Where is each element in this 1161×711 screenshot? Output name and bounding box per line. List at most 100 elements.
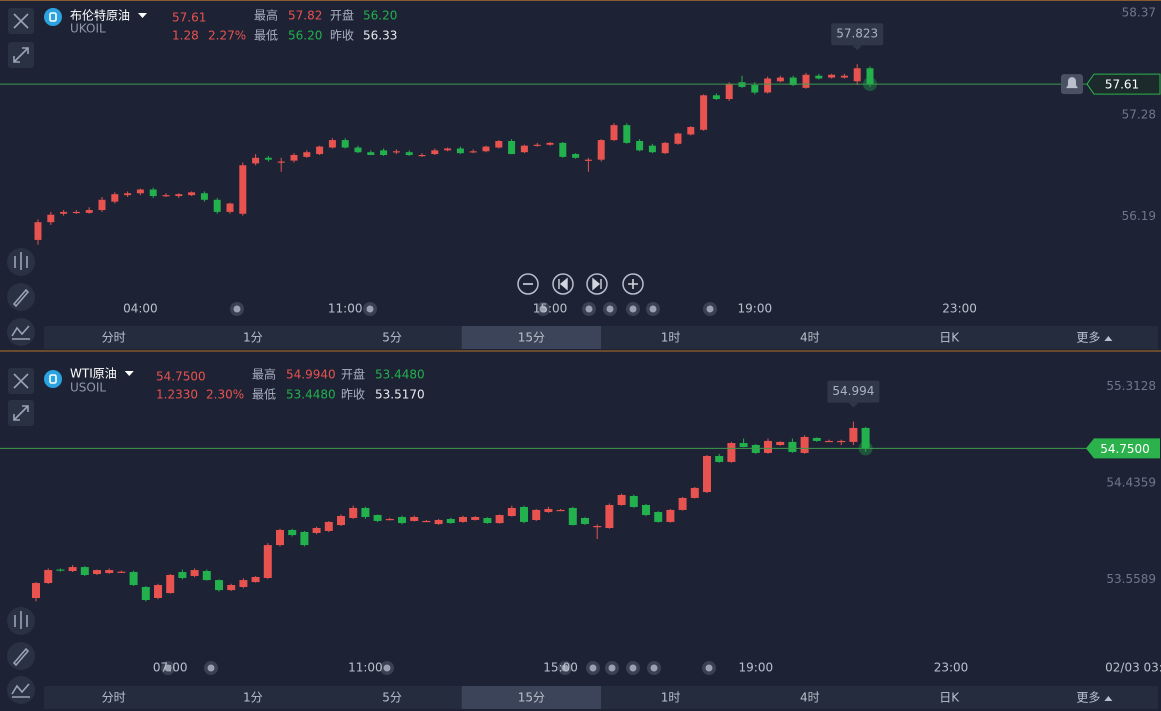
candle-body bbox=[739, 443, 748, 447]
candle-body bbox=[264, 157, 272, 160]
candle-body bbox=[263, 545, 272, 578]
timeframe-tab[interactable]: 1时 bbox=[661, 331, 681, 345]
timeframe-tab[interactable]: 5分 bbox=[382, 691, 402, 705]
candle-body bbox=[141, 586, 150, 600]
candle-body bbox=[85, 210, 93, 213]
stat-label: 最低 bbox=[254, 29, 278, 43]
candle-body bbox=[354, 147, 362, 153]
candle-body bbox=[508, 141, 516, 155]
y-tick-label: 54.4359 bbox=[1106, 475, 1156, 489]
candle-body bbox=[72, 211, 80, 214]
candle-body bbox=[666, 509, 675, 522]
candle-body bbox=[572, 154, 580, 158]
timeframe-selected bbox=[461, 326, 601, 349]
timeframe-tab[interactable]: 15分 bbox=[518, 331, 545, 345]
candle-body bbox=[367, 152, 375, 156]
scroll-end-icon bbox=[592, 277, 602, 291]
candle-body bbox=[324, 521, 333, 531]
candle-body bbox=[610, 125, 618, 141]
candle-body bbox=[605, 504, 614, 529]
event-marker-dot bbox=[649, 305, 657, 313]
timeframe-tab[interactable]: 1分 bbox=[243, 331, 263, 345]
event-marker-dot bbox=[539, 305, 547, 313]
candle-body bbox=[853, 68, 861, 82]
scroll-start[interactable] bbox=[552, 273, 574, 295]
candle-body bbox=[642, 504, 650, 516]
x-tick-label: 04:00 bbox=[123, 302, 158, 316]
candle-body bbox=[703, 456, 711, 493]
candle-body bbox=[349, 507, 358, 518]
candle-body bbox=[129, 572, 138, 586]
scroll-end[interactable] bbox=[586, 273, 608, 295]
candle-body bbox=[80, 567, 89, 575]
candle-body bbox=[56, 569, 65, 571]
x-tick-label: 23:00 bbox=[934, 661, 969, 675]
candle-body bbox=[154, 585, 162, 599]
candle-body bbox=[239, 165, 247, 214]
timeframe-tab[interactable]: 分时 bbox=[102, 691, 126, 705]
change: 1.2330 bbox=[156, 388, 198, 402]
candle-body bbox=[117, 571, 126, 573]
candle-body bbox=[584, 159, 592, 161]
zoom-in[interactable] bbox=[622, 273, 644, 295]
timeframe-tab[interactable]: 更多 bbox=[1076, 331, 1100, 345]
candle-body bbox=[188, 192, 196, 196]
timeframe-tab[interactable]: 1时 bbox=[661, 691, 681, 705]
change-pct: 2.27% bbox=[208, 29, 246, 43]
timeframe-tab[interactable]: 日K bbox=[939, 331, 960, 345]
candle-body bbox=[559, 142, 567, 157]
timeframe-tab[interactable]: 4时 bbox=[800, 691, 820, 705]
timeframe-tab[interactable]: 15分 bbox=[518, 691, 545, 705]
candle-body bbox=[764, 78, 772, 93]
candle-body bbox=[581, 517, 589, 525]
event-marker-dot bbox=[608, 664, 616, 672]
timeframe-tab[interactable]: 1分 bbox=[243, 691, 263, 705]
candle-body bbox=[544, 508, 553, 513]
symbol-code: UKOIL bbox=[70, 22, 106, 36]
candle-body bbox=[764, 440, 772, 453]
candle-body bbox=[629, 495, 638, 507]
zoom-out[interactable] bbox=[517, 273, 539, 295]
symbol-icon bbox=[44, 8, 62, 26]
timeframe-selected bbox=[461, 686, 601, 709]
symbol-dropdown[interactable] bbox=[138, 13, 148, 18]
candle-body bbox=[32, 583, 40, 599]
timeframe-tab[interactable]: 5分 bbox=[382, 331, 402, 345]
candle-body bbox=[495, 141, 503, 148]
candle-body bbox=[227, 585, 236, 591]
candle-body bbox=[828, 74, 836, 78]
high-tooltip-arrow bbox=[852, 45, 863, 51]
candle-body bbox=[276, 529, 284, 546]
high-tooltip bbox=[831, 23, 884, 46]
symbol-dropdown[interactable] bbox=[124, 371, 134, 376]
event-marker-dot bbox=[589, 664, 597, 672]
timeframe-tab[interactable]: 分时 bbox=[102, 331, 126, 345]
timeframe-tab[interactable]: 日K bbox=[939, 691, 960, 705]
candle-body bbox=[98, 199, 106, 211]
candle-body bbox=[483, 517, 492, 524]
candle-body bbox=[495, 515, 504, 524]
x-tick-label: 07:00 bbox=[153, 661, 188, 675]
y-tick-label: 58.37 bbox=[1122, 6, 1156, 20]
candle-body bbox=[47, 214, 55, 223]
candle-body bbox=[456, 148, 464, 154]
timeframe-tab[interactable]: 更多 bbox=[1076, 691, 1100, 705]
candle-body bbox=[617, 494, 626, 505]
stat-value: 53.4480 bbox=[286, 388, 336, 402]
candle-body bbox=[410, 516, 419, 521]
draw-icon bbox=[12, 288, 30, 308]
candle-body bbox=[328, 140, 336, 148]
expand-icon bbox=[13, 405, 29, 421]
candle-body bbox=[471, 516, 480, 520]
zoom-in-icon bbox=[628, 279, 638, 289]
price-glow bbox=[863, 77, 877, 92]
stat-label: 最高 bbox=[254, 8, 278, 23]
candle-body bbox=[200, 193, 208, 200]
y-tick-label: 55.3128 bbox=[1106, 379, 1156, 393]
candle-body bbox=[825, 440, 833, 443]
high-label: 54.994 bbox=[832, 384, 874, 398]
timeframe-tab[interactable]: 4时 bbox=[800, 331, 820, 345]
candle-body bbox=[68, 567, 77, 572]
price: 57.61 bbox=[172, 11, 206, 25]
